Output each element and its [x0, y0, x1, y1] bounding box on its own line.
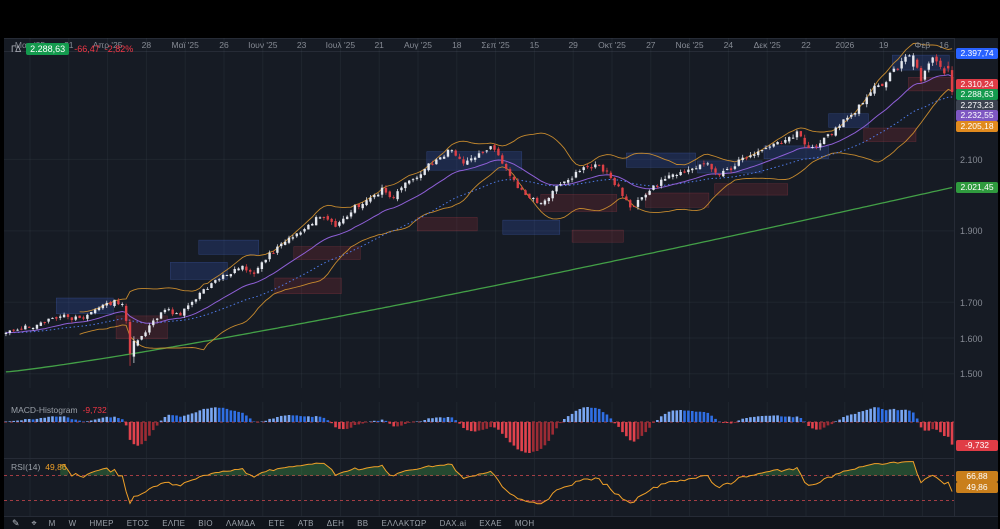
time-axis-label: 29 — [568, 40, 578, 50]
rsi-fills-layer — [60, 461, 918, 504]
bottom-toolbar: ✎ ⌖ Μ W ΗΜΕΡ ΕΤΟΣ ΕΛΠΕ ΒΙΟ ΛΑΜΔΑ ΕΤΕ ΑΤΒ ΔΕΗ ΒΒ ΕΛΛ… — [4, 516, 998, 529]
band-lower-badge: 2.205,18 — [956, 120, 998, 132]
macd-value: -9,732 — [82, 405, 107, 415]
macd-label[interactable]: MACD-Histogram — [11, 405, 78, 415]
time-axis-label: 23 — [296, 40, 307, 50]
ticker-item[interactable]: ΒΙΟ — [198, 519, 213, 528]
macd-legend: MACD-Histogram -9,732 — [11, 405, 107, 415]
pencil-icon[interactable]: ✎ — [12, 518, 20, 528]
ticker-item[interactable]: DAX.ai — [439, 519, 467, 528]
time-axis-label: Οκτ '25 — [598, 40, 626, 50]
time-axis-label: Ιουλ '25 — [325, 40, 356, 50]
rsi-value: 49,86 — [45, 462, 67, 472]
ticker-item[interactable]: ΕΛΠΕ — [162, 519, 186, 528]
crosshair-icon[interactable]: ⌖ — [31, 518, 37, 528]
macd-histogram-chart — [4, 402, 954, 458]
macd-bars-layer — [4, 407, 954, 453]
rsi-legend: RSI(14) 49,86 — [11, 462, 67, 472]
ticker-item[interactable]: ΗΜΕΡ — [89, 519, 114, 528]
ticker-list: Μ W ΗΜΕΡ ΕΤΟΣ ΕΛΠΕ ΒΙΟ ΛΑΜΔΑ ΕΤΕ ΑΤΒ ΔΕΗ ΒΒ ΕΛΛΑΚΤΩ… — [49, 519, 548, 528]
time-axis-label: 16 — [939, 40, 949, 50]
macd-value-badge: -9,732 — [956, 439, 998, 451]
ticker-item[interactable]: ΕΤΟΣ — [126, 519, 150, 528]
macd-pane[interactable]: MACD-Histogram -9,732 — [4, 402, 954, 458]
last-price-badge: 2.288,63 — [26, 43, 70, 55]
price-change-pct: -2,82% — [104, 44, 134, 54]
time-axis-label: 21 — [374, 40, 384, 50]
price-tick-label: 1.500 — [960, 369, 983, 380]
ticker-item[interactable]: ΜΟΗ — [514, 519, 535, 528]
ma-fast-badge: 2.273,23 — [956, 99, 998, 111]
bollinger-lower-line — [79, 88, 953, 351]
overlay-lines-layer — [5, 42, 953, 373]
time-axis-label: Σεπ '25 — [481, 40, 510, 50]
price-change: -66,47 — [74, 44, 100, 54]
price-tick-label: 1.700 — [960, 297, 983, 308]
bollinger-upper-line — [79, 42, 953, 313]
price-tick-label: 1.900 — [960, 226, 983, 237]
rsi-ma-badge: 66,88 — [956, 471, 998, 483]
supply-demand-zones-layer — [56, 54, 954, 340]
ticker-item[interactable]: ΕΤΕ — [268, 519, 285, 528]
ema45-line — [5, 96, 953, 334]
ma-purple-badge: 2.232,55 — [956, 110, 998, 122]
ticker-item[interactable]: ΛΑΜΔΑ — [225, 519, 256, 528]
last-price-axis-badge: 2.288,63 — [956, 89, 998, 101]
time-axis-label: 15 — [529, 40, 540, 50]
symbol-name[interactable]: ΓΔ — [11, 44, 22, 54]
time-axis-label: Αυγ '25 — [403, 40, 433, 50]
ticker-item[interactable]: ΔΕΗ — [326, 519, 345, 528]
price-tick-label: 1.600 — [960, 333, 983, 344]
ticker-item[interactable]: ΕΧΑΕ — [479, 519, 502, 528]
time-axis-label: 24 — [723, 40, 734, 50]
macd-grid-layer — [29, 402, 923, 458]
sma200-badge: 2.021,45 — [956, 182, 998, 193]
sma200-line — [5, 186, 953, 373]
time-axis-label: 2026 — [835, 40, 855, 50]
price-tick-label: 2.100 — [960, 154, 983, 165]
price-axis[interactable]: 2.100 1.900 1.700 1.600 1.500 2.397,74 2.310,2… — [954, 38, 998, 516]
time-axis-label: Μαϊ '25 — [171, 40, 199, 50]
rsi-label[interactable]: RSI(14) — [11, 462, 41, 472]
time-axis-label: 19 — [878, 40, 889, 50]
symbol-legend: ΓΔ 2.288,63 -66,47 -2,82% — [11, 43, 133, 55]
time-axis-label: Ιουν '25 — [248, 40, 278, 50]
rsi-pane[interactable]: RSI(14) 49,86 — [4, 458, 954, 516]
price-pane[interactable]: ΓΔ 2.288,63 -66,47 -2,82% — [4, 38, 954, 388]
rsi-chart — [4, 459, 954, 516]
candlestick-chart — [4, 38, 954, 388]
time-axis-label: Νοε '25 — [675, 40, 704, 50]
time-axis-label: Απρ '25 — [92, 40, 123, 50]
rsi-line — [60, 461, 953, 505]
time-axis-label: 22 — [801, 40, 811, 50]
time-axis-label: Δεκ '25 — [753, 40, 781, 50]
time-axis-label: Φεβ — [914, 40, 931, 50]
ema20-line — [5, 74, 953, 334]
grid-layer — [4, 38, 954, 388]
band-upper-badge: 2.310,24 — [956, 78, 998, 90]
time-axis-label: 28 — [141, 40, 152, 50]
time-axis-label: 18 — [452, 40, 462, 50]
ticker-item[interactable]: Μ — [48, 519, 56, 528]
time-axis-label: 26 — [219, 40, 229, 50]
rsi-grid-layer — [29, 459, 923, 516]
candles-layer — [4, 53, 954, 366]
level-high-badge: 2.397,74 — [956, 47, 998, 59]
chart-application: ΓΔ 2.288,63 -66,47 -2,82% Μαρ '2531Απρ '… — [4, 38, 998, 529]
time-axis-label: 27 — [646, 40, 656, 50]
ticker-item[interactable]: ΒΒ — [357, 519, 369, 528]
ticker-item[interactable]: ΑΤΒ — [297, 519, 314, 528]
rsi-value-badge: 49,86 — [956, 482, 998, 494]
ticker-item[interactable]: W — [68, 519, 77, 528]
ticker-item[interactable]: ΕΛΛΑΚΤΩΡ — [381, 519, 427, 528]
